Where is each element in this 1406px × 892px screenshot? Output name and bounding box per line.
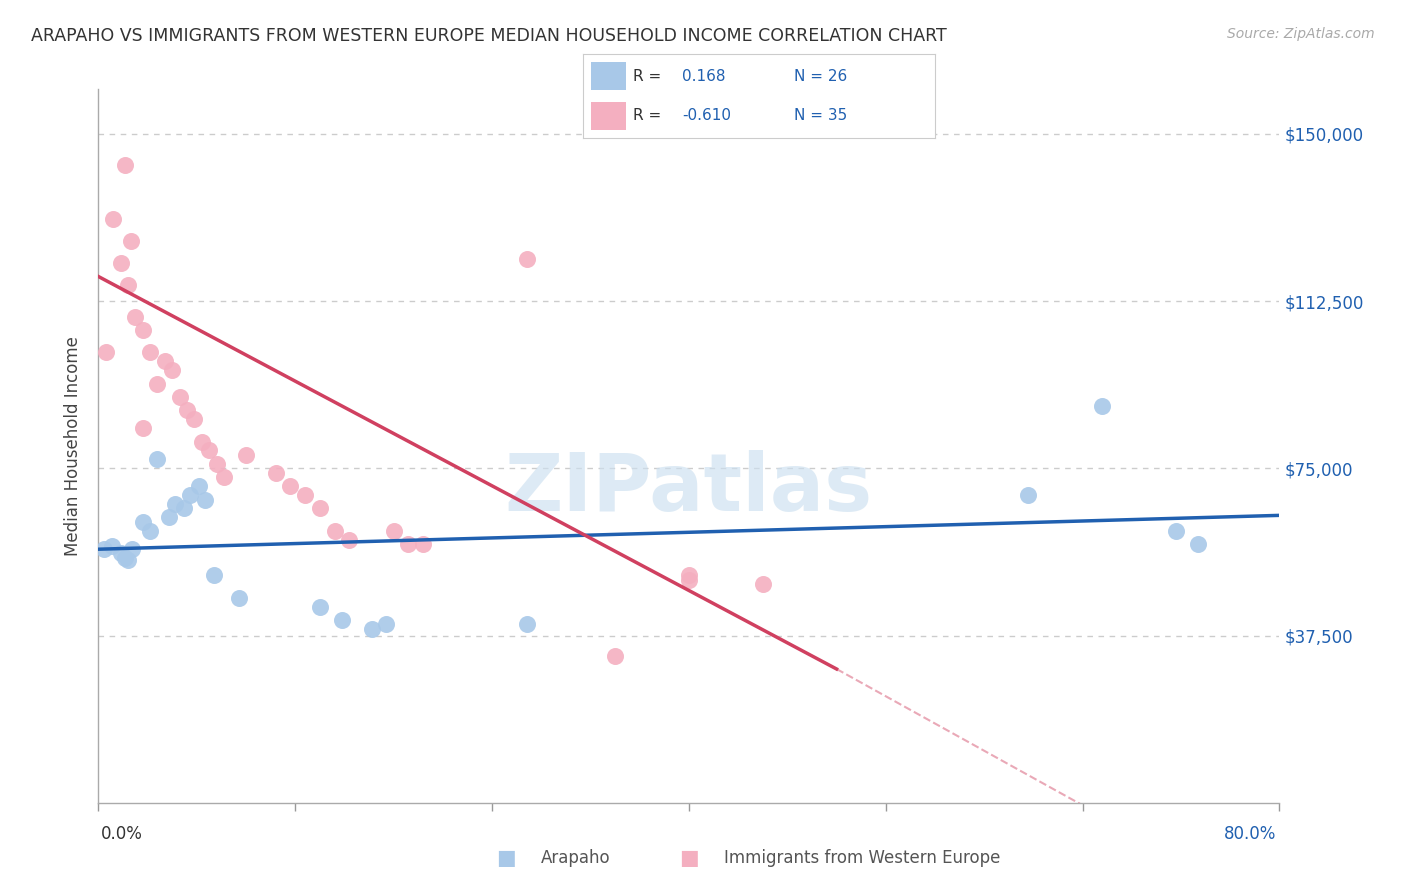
- Point: [194, 492, 217, 507]
- Point: [516, 617, 538, 632]
- Point: [264, 466, 287, 480]
- Point: [162, 363, 183, 377]
- Point: [124, 310, 146, 324]
- Point: [678, 573, 700, 587]
- Point: [94, 345, 117, 359]
- Text: N = 35: N = 35: [794, 108, 848, 123]
- Point: [100, 539, 122, 553]
- Text: ZIPatlas: ZIPatlas: [505, 450, 873, 528]
- Point: [120, 234, 142, 248]
- Point: [153, 354, 176, 368]
- Point: [173, 501, 195, 516]
- Point: [114, 550, 136, 565]
- Point: [212, 470, 235, 484]
- Point: [146, 376, 169, 391]
- Text: 0.168: 0.168: [682, 69, 725, 84]
- Point: [360, 622, 382, 636]
- Point: [330, 613, 353, 627]
- Point: [183, 412, 205, 426]
- Point: [179, 488, 201, 502]
- Point: [93, 541, 115, 556]
- Text: ■: ■: [679, 848, 699, 868]
- Point: [205, 457, 228, 471]
- Point: [132, 421, 155, 435]
- Point: [132, 323, 155, 337]
- Point: [176, 403, 198, 417]
- Point: [412, 537, 434, 551]
- Point: [309, 599, 332, 614]
- Point: [117, 552, 139, 567]
- Point: [139, 524, 162, 538]
- FancyBboxPatch shape: [591, 62, 626, 90]
- Text: 0.0%: 0.0%: [101, 825, 143, 843]
- Point: [198, 443, 221, 458]
- Point: [516, 252, 538, 266]
- Point: [114, 158, 136, 172]
- Point: [235, 448, 257, 462]
- Point: [309, 501, 332, 516]
- Point: [169, 390, 191, 404]
- Point: [1164, 524, 1187, 538]
- Text: ARAPAHO VS IMMIGRANTS FROM WESTERN EUROPE MEDIAN HOUSEHOLD INCOME CORRELATION CH: ARAPAHO VS IMMIGRANTS FROM WESTERN EUROP…: [31, 27, 946, 45]
- Point: [396, 537, 419, 551]
- Point: [187, 479, 209, 493]
- Text: 80.0%: 80.0%: [1225, 825, 1277, 843]
- Point: [146, 452, 169, 467]
- Text: ■: ■: [496, 848, 516, 868]
- Point: [139, 345, 162, 359]
- Point: [110, 256, 132, 270]
- Text: R =: R =: [633, 108, 666, 123]
- Text: Immigrants from Western Europe: Immigrants from Western Europe: [724, 849, 1001, 867]
- Text: -0.610: -0.610: [682, 108, 731, 123]
- Text: N = 26: N = 26: [794, 69, 848, 84]
- Point: [121, 541, 143, 556]
- Text: R =: R =: [633, 69, 666, 84]
- Point: [132, 515, 155, 529]
- Point: [339, 533, 360, 547]
- Text: Source: ZipAtlas.com: Source: ZipAtlas.com: [1227, 27, 1375, 41]
- Point: [228, 591, 250, 605]
- Point: [110, 546, 132, 560]
- Point: [1091, 399, 1114, 413]
- Point: [375, 617, 398, 632]
- Point: [103, 211, 125, 226]
- Point: [202, 568, 225, 582]
- Point: [323, 524, 346, 538]
- Point: [157, 510, 180, 524]
- Point: [678, 568, 700, 582]
- Point: [1017, 488, 1039, 502]
- Y-axis label: Median Household Income: Median Household Income: [65, 336, 83, 556]
- Text: Arapaho: Arapaho: [541, 849, 612, 867]
- Point: [278, 479, 302, 493]
- Point: [191, 434, 214, 449]
- Point: [165, 497, 187, 511]
- Point: [1187, 537, 1209, 551]
- Point: [751, 577, 773, 591]
- FancyBboxPatch shape: [591, 102, 626, 130]
- Point: [294, 488, 316, 502]
- Point: [117, 278, 139, 293]
- Point: [605, 648, 627, 663]
- Point: [382, 524, 405, 538]
